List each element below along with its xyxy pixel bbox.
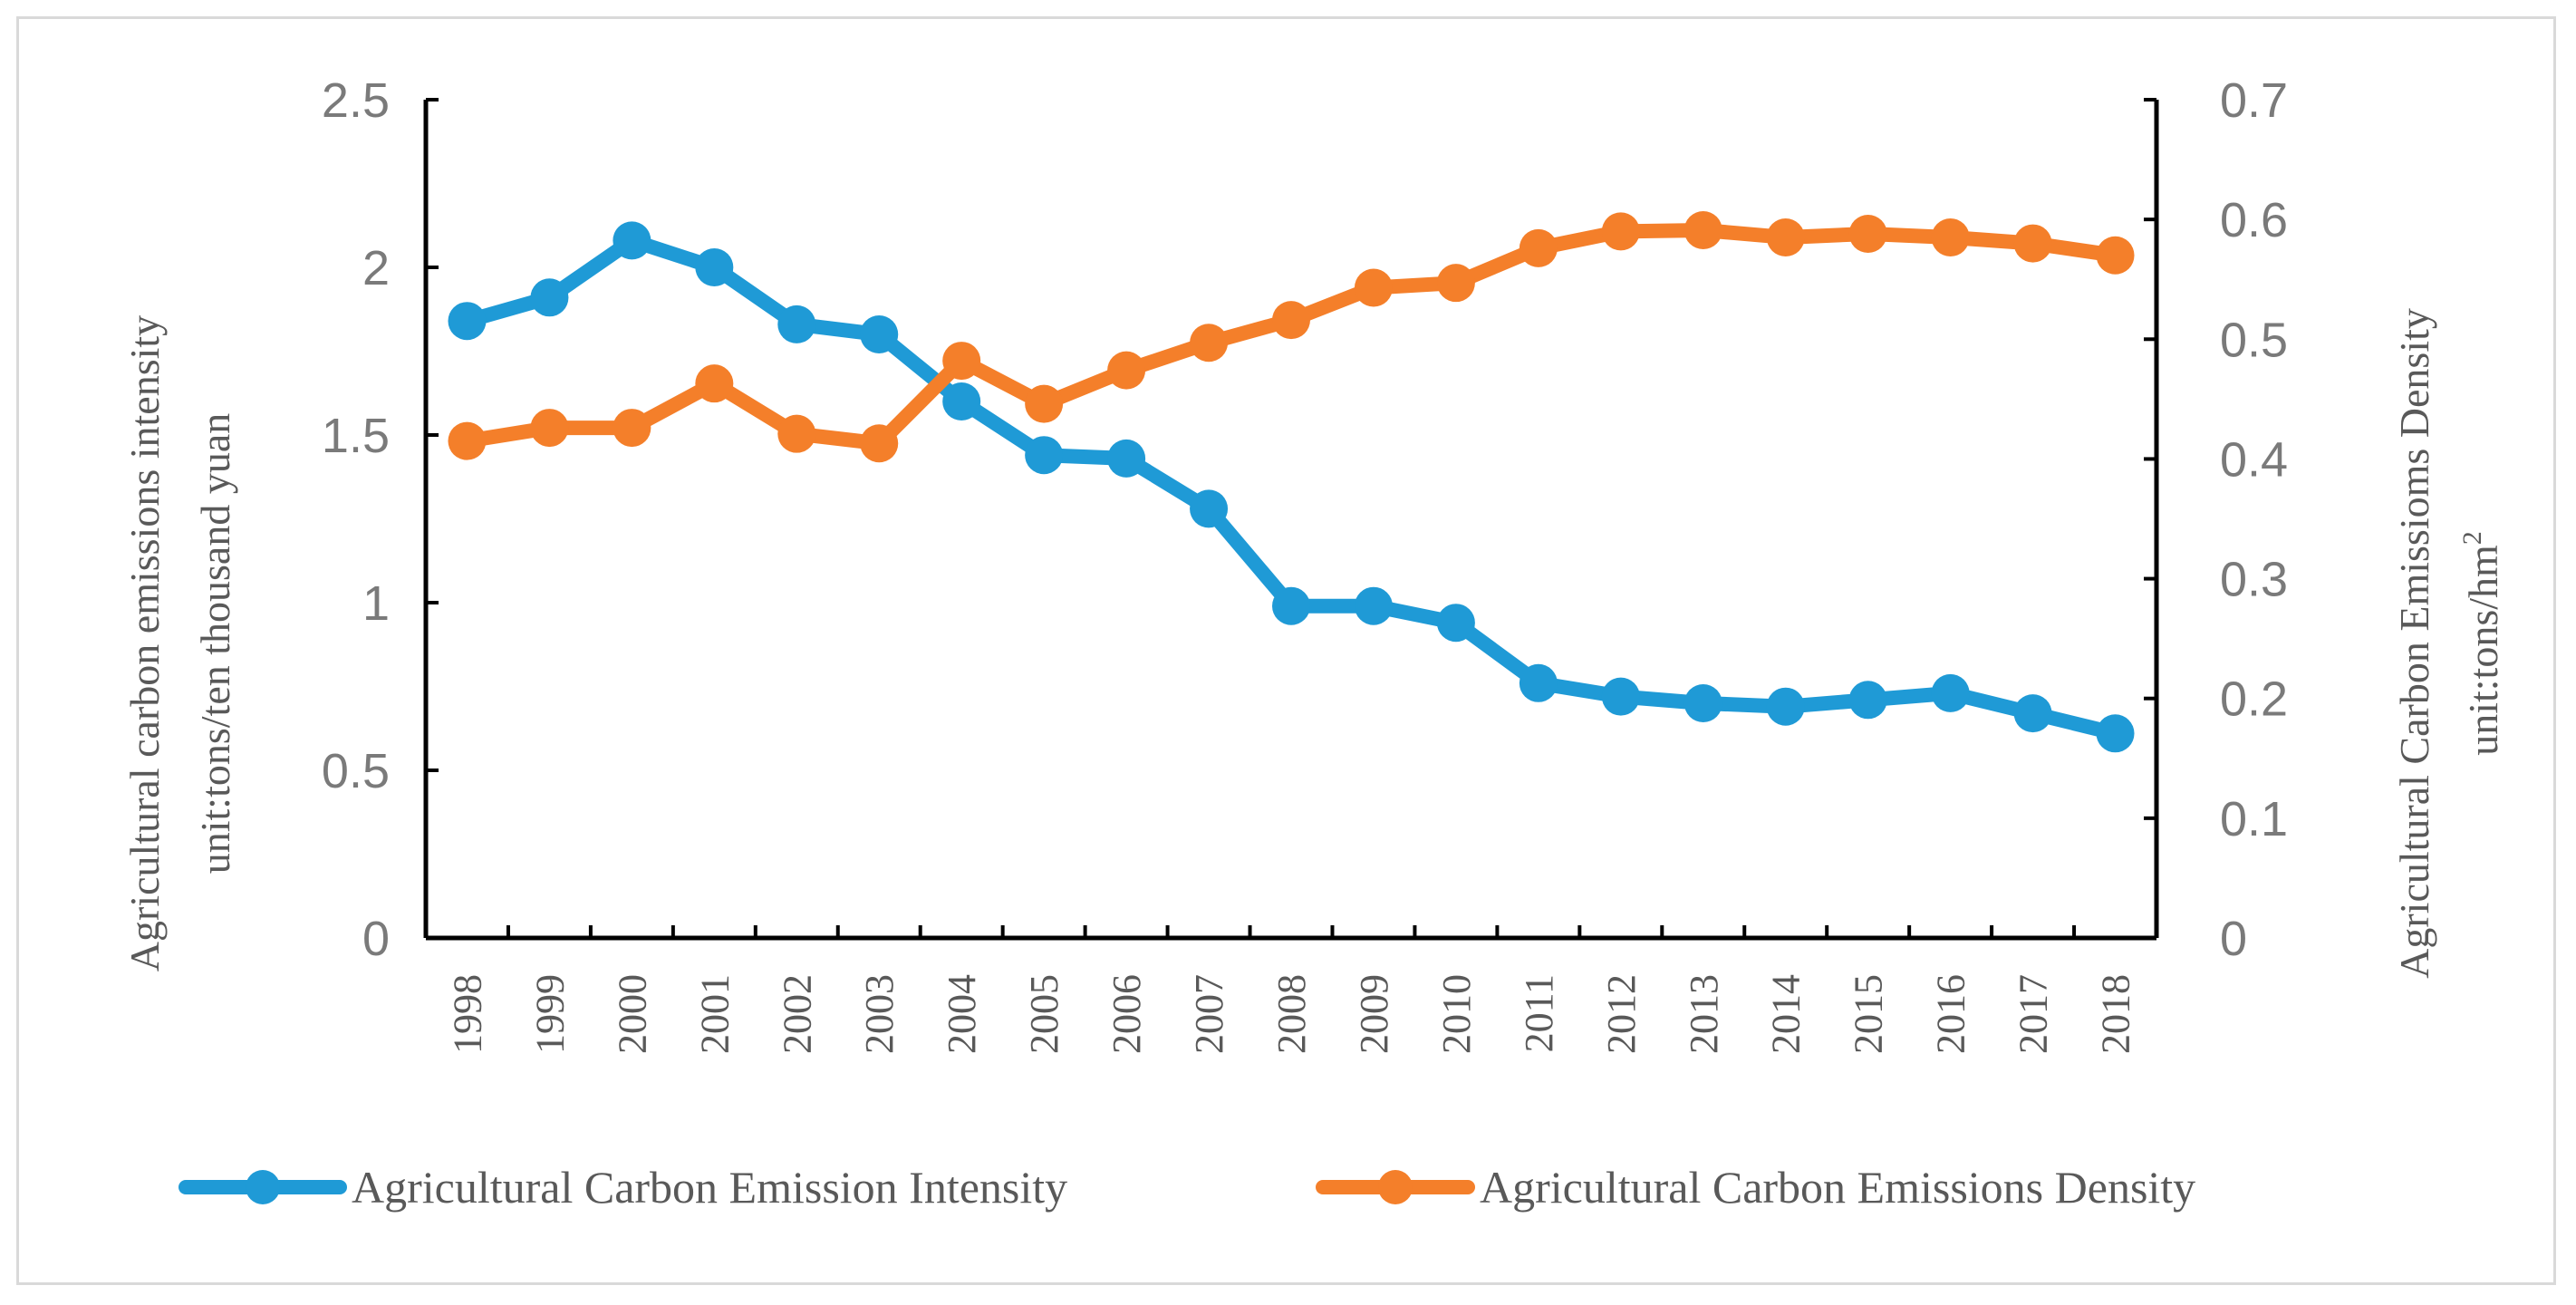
x-tick-label: 2000 xyxy=(610,974,654,1054)
data-point-density xyxy=(695,364,734,403)
right-axis-unit: unit:tons/hm xyxy=(2460,545,2506,756)
series-layer xyxy=(448,211,2135,753)
data-point-intensity xyxy=(1766,687,1805,726)
x-tick-label: 2008 xyxy=(1269,974,1314,1054)
right-tick-label: 0.1 xyxy=(2220,792,2288,846)
data-point-intensity xyxy=(1848,681,1887,720)
right-tick-label: 0.5 xyxy=(2220,313,2288,367)
data-point-intensity xyxy=(1190,489,1229,528)
right-tick-label: 0.2 xyxy=(2220,672,2288,727)
legend-marker-intensity xyxy=(246,1170,280,1204)
legend: Agricultural Carbon Emission Intensity A… xyxy=(178,1162,2195,1213)
x-tick-label: 2002 xyxy=(775,974,819,1054)
legend-label-density: Agricultural Carbon Emissions Density xyxy=(1480,1162,2195,1213)
x-tick-label: 2007 xyxy=(1187,974,1231,1054)
x-tick-label: 2018 xyxy=(2094,974,2138,1054)
left-tick-label: 1.5 xyxy=(322,409,390,463)
data-point-density xyxy=(1107,351,1146,390)
left-tick-label: 2 xyxy=(362,241,390,295)
x-tick-label: 2004 xyxy=(940,974,984,1054)
data-point-density xyxy=(1272,301,1310,340)
data-point-density xyxy=(1354,268,1393,307)
right-tick-label: 0.7 xyxy=(2220,73,2288,128)
data-point-intensity xyxy=(695,248,734,286)
data-point-intensity xyxy=(1272,586,1310,625)
data-point-density xyxy=(1519,228,1558,267)
data-point-density xyxy=(448,421,487,460)
data-point-intensity xyxy=(1354,586,1393,625)
x-tick-label: 2001 xyxy=(692,974,737,1054)
data-point-density xyxy=(2096,236,2135,275)
data-point-intensity xyxy=(613,221,651,260)
data-point-intensity xyxy=(1684,684,1722,722)
data-point-density xyxy=(860,424,899,463)
data-point-density xyxy=(777,414,816,453)
data-point-density xyxy=(1601,212,1640,251)
legend-label-intensity: Agricultural Carbon Emission Intensity xyxy=(352,1162,1067,1213)
data-point-density xyxy=(530,409,569,448)
x-tick-label: 2005 xyxy=(1022,974,1066,1054)
data-point-density xyxy=(1848,215,1887,253)
series-density xyxy=(448,211,2135,463)
x-tick-label: 1999 xyxy=(527,974,572,1054)
data-point-intensity xyxy=(1601,677,1640,716)
left-tick-label: 0.5 xyxy=(322,744,390,798)
data-point-intensity xyxy=(1107,439,1146,478)
right-axis-unit-superscript: 2 xyxy=(2457,531,2487,545)
series-intensity xyxy=(448,221,2135,753)
data-point-intensity xyxy=(1519,663,1558,702)
right-axis-title-line2: unit:tons/hm2 xyxy=(2457,531,2506,756)
x-tick-label: 2010 xyxy=(1434,974,1479,1054)
right-tick-label: 0 xyxy=(2220,912,2247,966)
data-point-intensity xyxy=(1931,673,1970,712)
x-tick-label: 2015 xyxy=(1847,974,1891,1054)
legend-marker-density xyxy=(1378,1170,1413,1204)
data-point-intensity xyxy=(448,302,487,341)
data-point-intensity xyxy=(530,278,569,317)
right-tick-label: 0.4 xyxy=(2220,432,2288,487)
right-tick-label: 0.6 xyxy=(2220,193,2288,247)
x-tick-label: 2009 xyxy=(1352,974,1396,1054)
x-tick-label: 2012 xyxy=(1599,974,1644,1054)
x-tick-label: 2016 xyxy=(1929,974,1973,1054)
data-point-intensity xyxy=(1436,604,1475,643)
x-tick-label: 2017 xyxy=(2012,974,2056,1054)
data-point-density xyxy=(1190,324,1229,362)
data-point-intensity xyxy=(942,382,981,420)
x-tick-label: 1998 xyxy=(445,974,489,1054)
data-point-density xyxy=(1025,384,1064,423)
axes xyxy=(423,100,2159,941)
x-tick-label: 2014 xyxy=(1764,974,1809,1054)
left-axis-title-line2: unit:tons/ten thousand yuan xyxy=(192,413,238,875)
x-tick-label: 2006 xyxy=(1105,974,1149,1054)
x-tick-label: 2011 xyxy=(1517,974,1561,1052)
left-axis-title-line1: Agricultural carbon emissions intensity xyxy=(121,315,168,972)
data-point-density xyxy=(1436,264,1475,303)
data-point-density xyxy=(2013,224,2052,263)
left-tick-label: 2.5 xyxy=(322,73,390,128)
data-point-intensity xyxy=(2096,714,2135,753)
right-tick-label: 0.3 xyxy=(2220,553,2288,607)
left-tick-label: 1 xyxy=(362,576,390,631)
data-point-intensity xyxy=(860,315,899,353)
legend-item-intensity: Agricultural Carbon Emission Intensity xyxy=(178,1162,1067,1213)
data-point-intensity xyxy=(2013,694,2052,733)
left-axis-ticks: 0 0.5 1 1.5 2 2.5 xyxy=(322,73,439,966)
data-point-intensity xyxy=(777,304,816,343)
x-tick-label: 2013 xyxy=(1682,974,1726,1054)
x-tick-label: 2003 xyxy=(857,974,902,1054)
left-tick-label: 0 xyxy=(362,912,390,966)
data-point-density xyxy=(1931,218,1970,256)
legend-item-density: Agricultural Carbon Emissions Density xyxy=(1316,1162,2195,1213)
data-point-density xyxy=(1766,218,1805,256)
chart-frame xyxy=(16,16,2556,1285)
right-axis-ticks: 0 0.1 0.2 0.3 0.4 0.5 0.6 0.7 xyxy=(2144,73,2288,966)
data-point-intensity xyxy=(1025,436,1064,475)
data-point-density xyxy=(942,342,981,381)
right-axis-title-line1: Agricultural Carbon Emissioms Density xyxy=(2391,308,2437,979)
x-axis-ticks: 1998 1999 2000 2001 2002 2003 2004 2005 2006 2007… xyxy=(445,925,2138,1054)
data-point-density xyxy=(613,409,651,448)
data-point-density xyxy=(1684,211,1722,250)
